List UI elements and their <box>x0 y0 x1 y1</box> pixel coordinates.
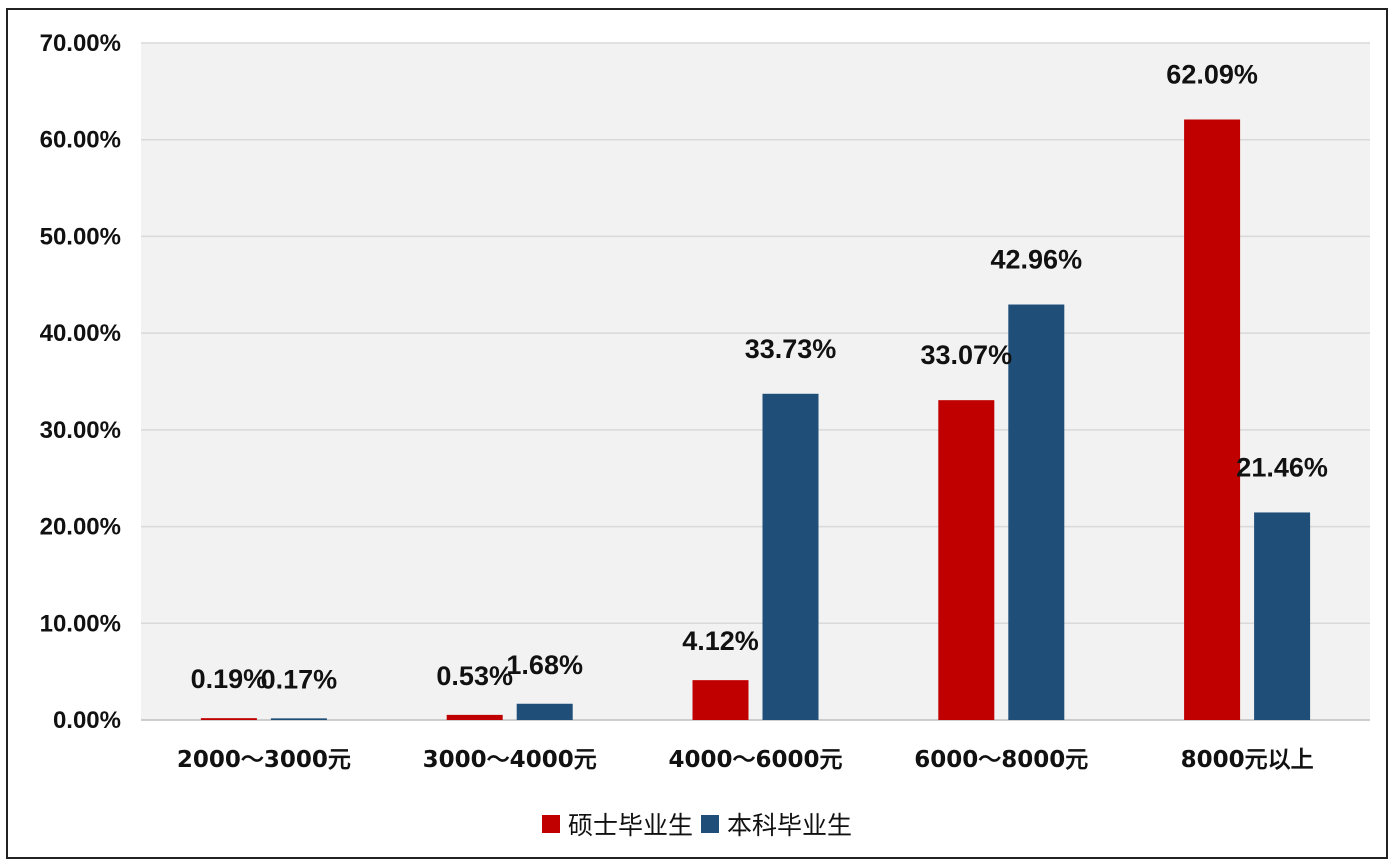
y-tick-label: 10.00% <box>40 610 121 637</box>
data-label: 62.09% <box>1166 60 1258 90</box>
x-category-label: 6000～8000元 <box>914 747 1088 773</box>
data-label: 0.17% <box>261 664 338 694</box>
x-category-label: 3000～4000元 <box>423 747 597 773</box>
data-label: 0.53% <box>436 661 513 691</box>
legend-swatch <box>701 815 719 833</box>
data-label: 33.07% <box>921 340 1013 370</box>
data-label: 1.68% <box>506 650 583 680</box>
x-category-label: 2000～3000元 <box>177 747 351 773</box>
data-label: 21.46% <box>1236 452 1328 482</box>
y-tick-label: 0.00% <box>53 707 121 734</box>
data-label: 42.96% <box>991 245 1083 275</box>
legend-label: 硕士毕业生 <box>567 811 693 840</box>
bar-master <box>1184 119 1241 721</box>
legend: 硕士毕业生 本科毕业生 <box>0 806 1394 842</box>
bar-master <box>938 400 995 720</box>
bar-bachelor <box>1008 304 1065 720</box>
bar-bachelor <box>762 393 819 720</box>
y-tick-label: 40.00% <box>40 320 121 347</box>
legend-item: 硕士毕业生 <box>541 806 693 842</box>
data-label: 4.12% <box>682 626 759 656</box>
bar-bachelor <box>1254 512 1311 720</box>
bar-bachelor <box>516 703 573 720</box>
y-tick-label: 60.00% <box>40 127 121 154</box>
bar-bachelor <box>270 718 327 720</box>
data-label: 33.73% <box>745 334 837 364</box>
x-category-label: 8000元以上 <box>1181 747 1314 773</box>
legend-swatch <box>541 815 560 833</box>
y-tick-label: 50.00% <box>40 223 121 250</box>
y-tick-label: 30.00% <box>40 417 121 444</box>
bar-master <box>446 714 503 720</box>
legend-item: 本科毕业生 <box>701 806 852 842</box>
x-category-label: 4000～6000元 <box>668 747 842 773</box>
bar-master <box>692 680 749 720</box>
data-label: 0.19% <box>191 664 268 694</box>
bar-master <box>200 718 257 720</box>
y-tick-label: 20.00% <box>40 514 121 541</box>
y-tick-label: 70.00% <box>40 30 121 57</box>
plot-background <box>141 43 1370 720</box>
legend-label: 本科毕业生 <box>727 811 853 840</box>
